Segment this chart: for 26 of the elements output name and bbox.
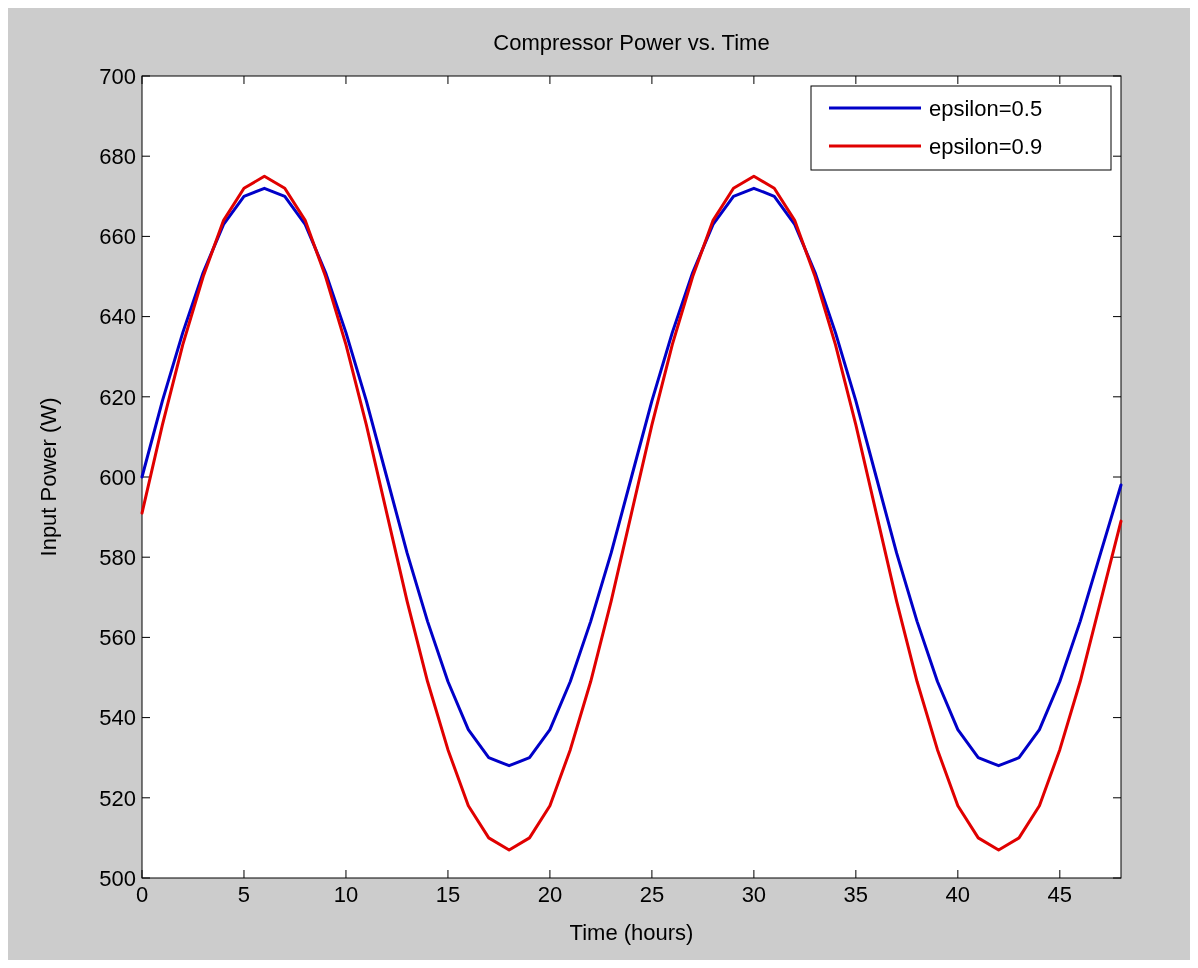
y-tick-label: 600 — [99, 464, 136, 490]
x-tick-label: 20 — [537, 882, 563, 907]
y-tick-label: 700 — [99, 63, 136, 89]
x-tick-label: 25 — [639, 882, 665, 907]
y-tick-label: 580 — [99, 544, 136, 570]
y-axis-title: Input Power (W) — [36, 397, 61, 557]
x-tick-label: 30 — [741, 882, 767, 907]
x-tick-label: 15 — [435, 882, 461, 907]
x-tick-label: 5 — [237, 882, 251, 907]
legend-label: epsilon=0.9 — [929, 133, 1043, 159]
x-tick-label: 10 — [333, 882, 359, 907]
legend-label: epsilon=0.5 — [929, 95, 1043, 121]
x-tick-label: 0 — [135, 882, 149, 907]
y-tick-label: 680 — [99, 143, 136, 169]
y-tick-label: 620 — [99, 384, 136, 410]
x-tick-label: 45 — [1047, 882, 1073, 907]
x-axis-title: Time (hours) — [569, 920, 694, 945]
x-tick-label: 35 — [843, 882, 869, 907]
y-tick-label: 660 — [99, 224, 136, 250]
y-tick-label: 540 — [99, 705, 136, 731]
x-tick-label: 40 — [945, 882, 971, 907]
y-tick-label: 520 — [99, 785, 136, 811]
y-tick-label: 500 — [99, 865, 136, 891]
y-tick-label: 560 — [99, 625, 136, 651]
chart-title: Compressor Power vs. Time — [493, 30, 770, 55]
y-tick-label: 640 — [99, 304, 136, 330]
